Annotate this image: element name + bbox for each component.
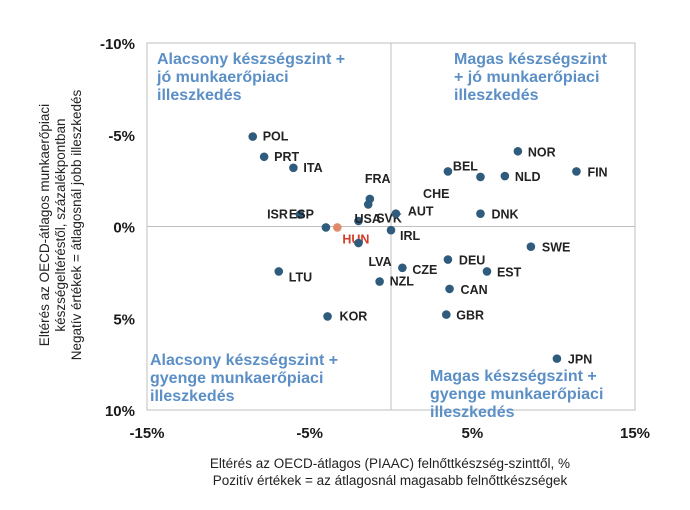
data-point-dnk (476, 209, 485, 218)
x-axis-title: Eltérés az OECD-átlagos (PIAAC) felnőttk… (140, 455, 640, 489)
y-tick-label: 10% (105, 403, 135, 420)
data-point-lva (354, 238, 363, 248)
data-point-esp (321, 223, 331, 232)
x-axis-title-line-1: Eltérés az OECD-átlagos (PIAAC) felnőttk… (209, 456, 571, 471)
point-label-ita: ITA (303, 161, 322, 175)
data-point-hun (333, 223, 342, 232)
point-label-isr: ISR (267, 208, 288, 222)
quadrant-label-top-right: Magas készségszint (454, 51, 608, 68)
quadrant-label-bottom-left: illeszkedés (150, 388, 235, 405)
x-tick-label: 15% (620, 425, 650, 442)
y-axis-title: Eltérés az OECD-átlagos munkaerőpiaci ké… (20, 60, 102, 390)
y-tick-label: 0% (113, 220, 135, 237)
data-point-gbr (442, 310, 451, 319)
point-label-nzl: NZL (390, 275, 415, 289)
y-axis-title-line-2: készségeltéréstől, százalékpontban (53, 118, 68, 332)
data-point-jpn (552, 354, 562, 363)
x-axis-title-line-2: Pozitív értékek = az átlagosnál magasabb… (212, 473, 568, 488)
point-label-gbr: GBR (456, 309, 484, 323)
data-point-kor (323, 312, 332, 321)
data-point-aut (391, 209, 401, 218)
quadrant-label-bottom-right: illeszkedés (430, 404, 515, 421)
x-tick-label: 5% (461, 425, 483, 442)
data-point-prt (259, 152, 269, 162)
quadrant-label-bottom-left: gyenge munkaerőpiaci (150, 370, 323, 387)
point-label-fin: FIN (587, 165, 607, 179)
point-label-prt: PRT (274, 150, 299, 164)
x-tick-label: -15% (129, 425, 164, 442)
data-point-ltu (274, 267, 284, 276)
point-label-ltu: LTU (289, 270, 312, 284)
point-label-swe: SWE (542, 241, 570, 255)
point-label-irl: IRL (400, 229, 421, 243)
point-label-usa: USA (354, 212, 380, 226)
y-tick-label: -5% (108, 128, 135, 145)
data-point-usa (354, 216, 363, 226)
quadrant-label-top-left: Alacsony készségszint + (157, 51, 345, 68)
point-label-fra: FRA (365, 172, 391, 186)
data-point-can (445, 284, 454, 294)
point-label-pol: POL (263, 130, 289, 144)
point-label-nor: NOR (528, 145, 556, 159)
quadrant-label-top-right: + jó munkaerőpiaci (454, 69, 599, 86)
data-point-swe (526, 242, 536, 251)
quadrant-label-top-left: illeszkedés (157, 87, 242, 104)
quadrant-label-bottom-left: Alacsony készségszint + (150, 352, 338, 369)
data-point-ita (289, 163, 298, 173)
data-point-nzl (375, 277, 384, 286)
data-point-est (482, 267, 492, 276)
data-point-fin (572, 167, 581, 176)
data-point-bel (443, 167, 453, 176)
data-point-svk (363, 200, 373, 209)
point-label-esp: ESP (289, 207, 314, 221)
quadrant-label-top-right: illeszkedés (454, 87, 539, 104)
y-tick-label: 5% (113, 311, 135, 328)
point-label-can: CAN (461, 283, 488, 297)
point-label-bel: BEL (453, 159, 478, 173)
quadrant-label-bottom-right: Magas készségszint + (430, 368, 597, 385)
quadrant-label-top-left: jó munkaerőpiaci (156, 69, 289, 86)
data-point-nld (500, 171, 510, 181)
data-point-pol (248, 132, 258, 141)
data-point-che (476, 172, 485, 182)
point-label-lva: LVA (368, 255, 391, 269)
data-point-irl (386, 225, 396, 235)
y-tick-label: -10% (100, 36, 135, 53)
point-label-nld: NLD (515, 170, 541, 184)
point-label-est: EST (497, 265, 522, 279)
quadrant-label-bottom-right: gyenge munkaerőpiaci (430, 386, 603, 403)
data-point-cze (398, 263, 407, 273)
data-point-nor (513, 146, 523, 156)
y-axis-title-line-3: Negatív értékek = átlagosnál jobb illesz… (69, 89, 84, 361)
data-point-deu (443, 255, 453, 264)
point-label-deu: DEU (459, 254, 485, 268)
point-label-kor: KOR (340, 309, 368, 323)
point-label-jpn: JPN (568, 353, 592, 367)
data-point-isr (295, 210, 305, 219)
point-label-dnk: DNK (491, 208, 518, 222)
point-label-che: CHE (423, 187, 449, 201)
x-tick-label: -5% (296, 425, 323, 442)
point-label-aut: AUT (408, 205, 434, 219)
point-label-cze: CZE (412, 263, 437, 277)
y-axis-title-line-1: Eltérés az OECD-átlagos munkaerőpiaci (37, 103, 52, 347)
